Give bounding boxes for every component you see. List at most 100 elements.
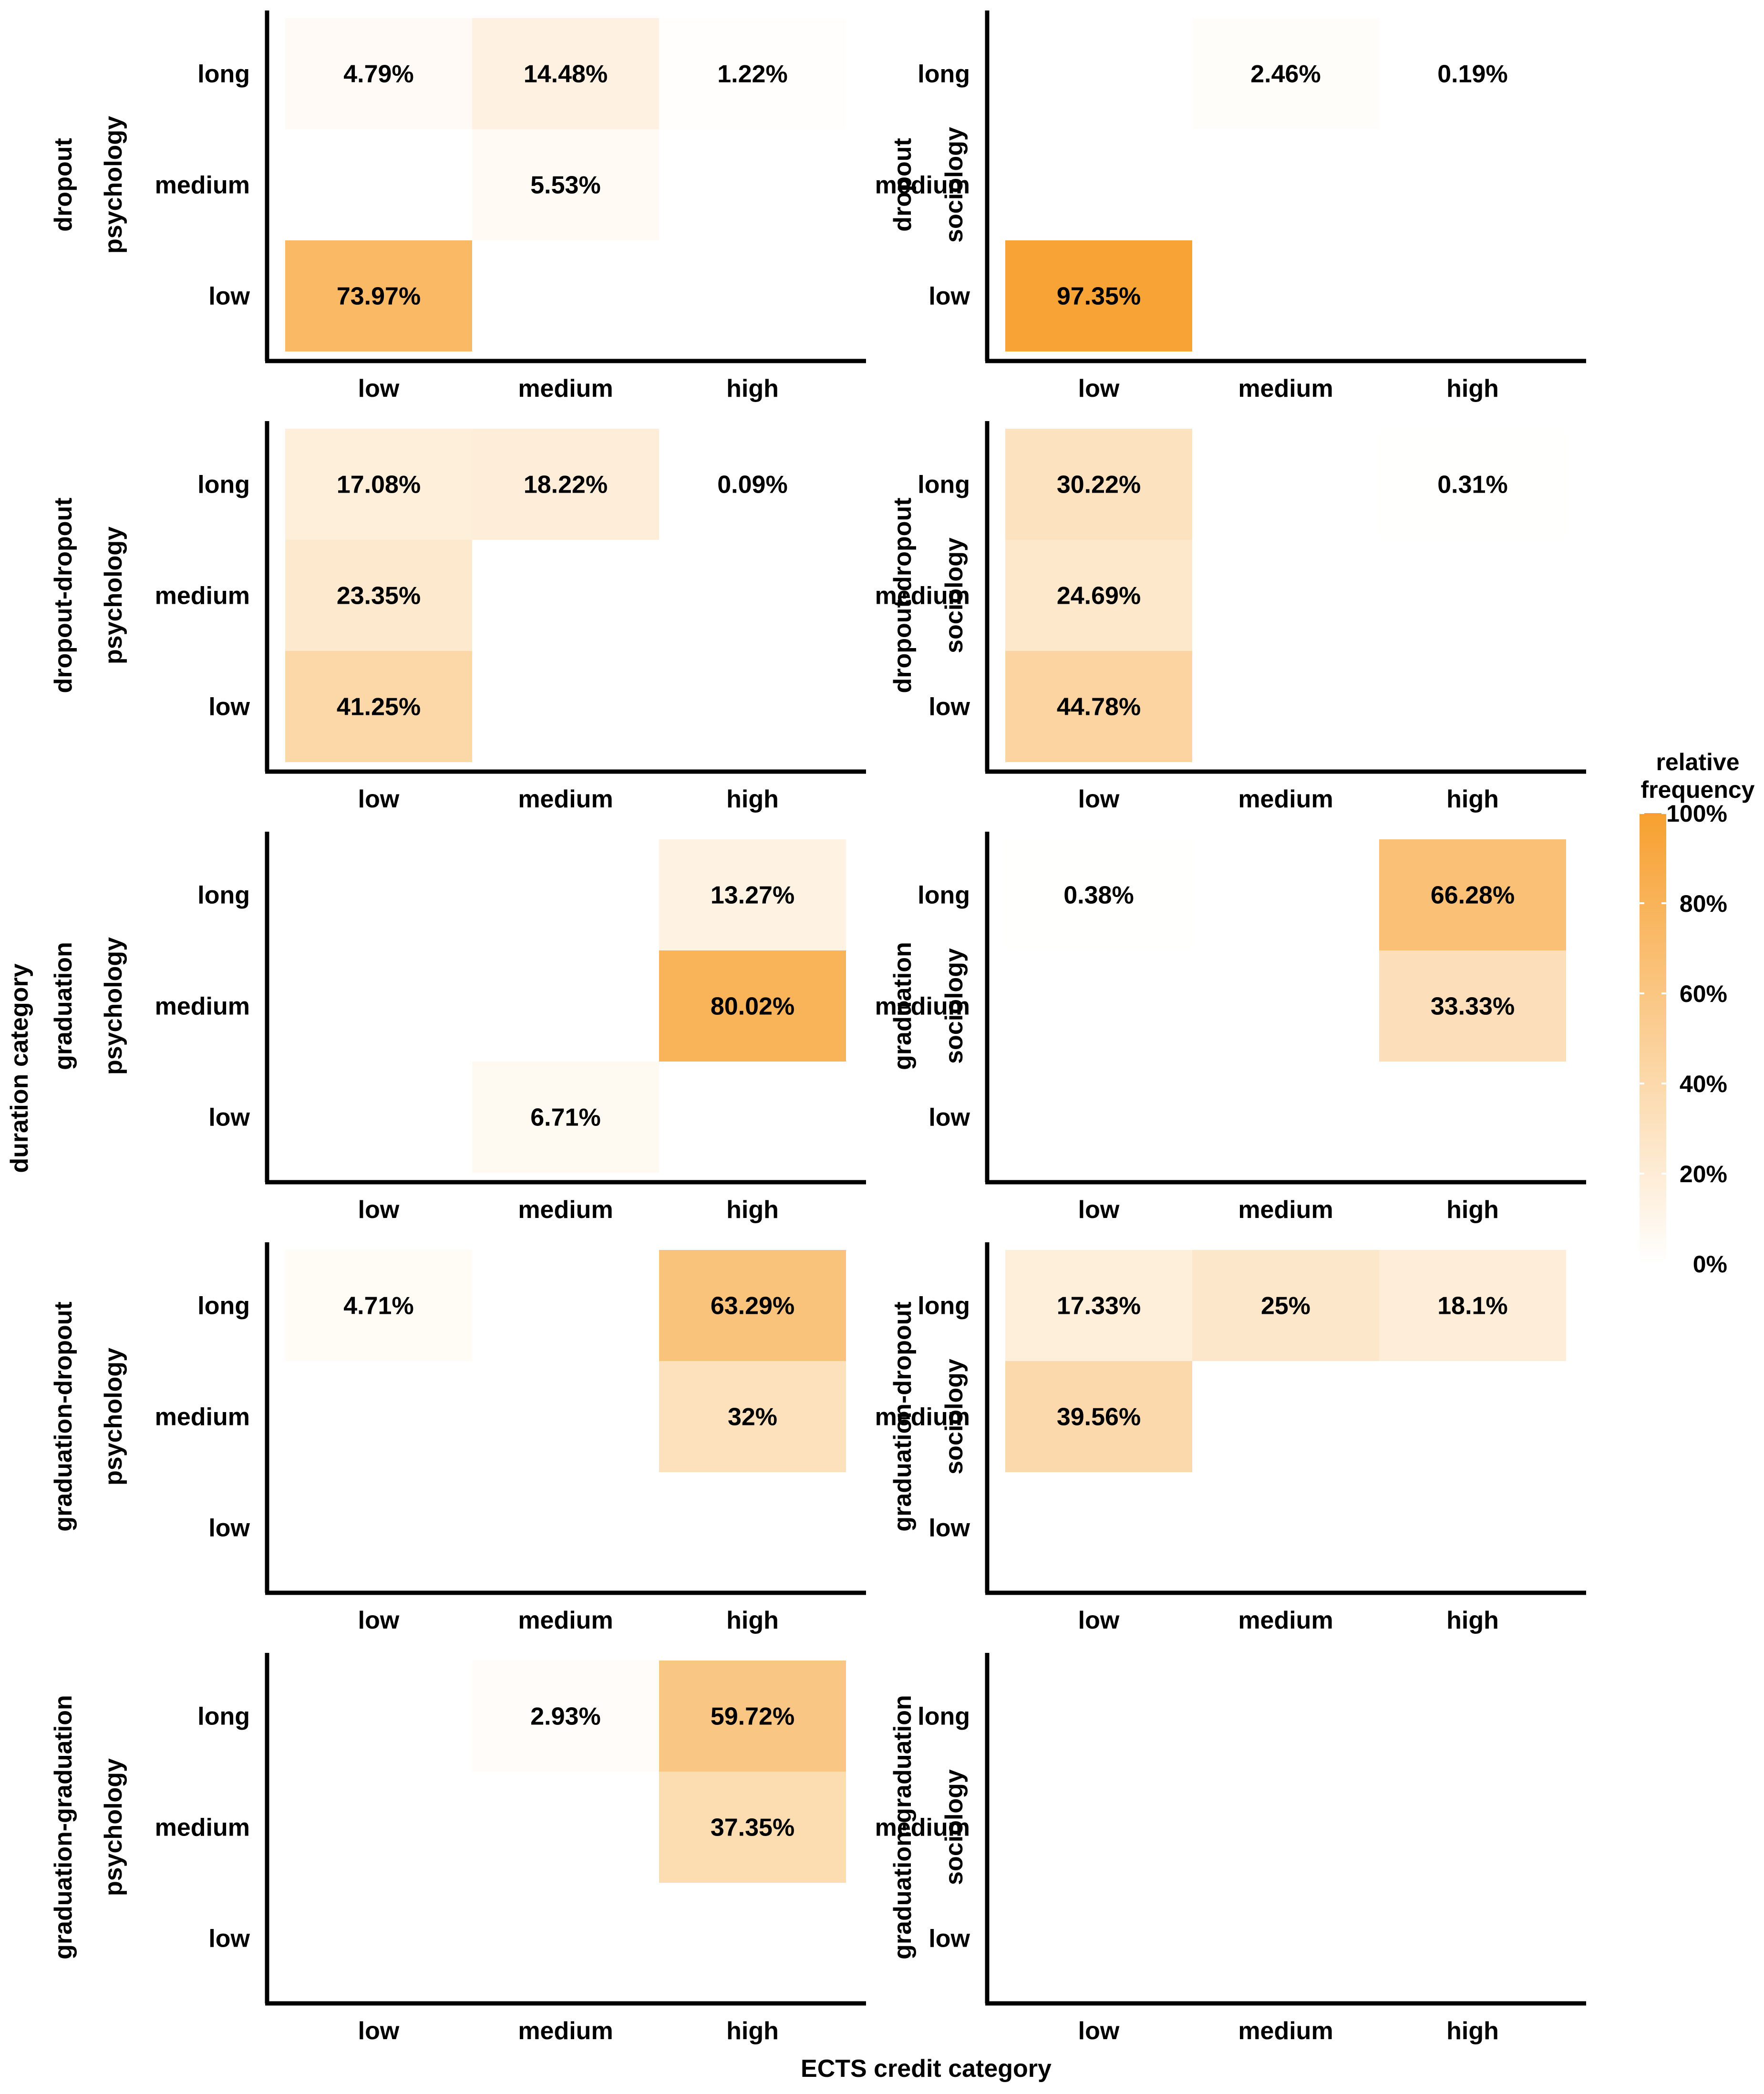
x-tick-label: low <box>1078 1196 1120 1224</box>
x-tick-label: high <box>1446 1196 1499 1224</box>
y-tick-label: medium <box>155 582 250 610</box>
y-tick-label: low <box>928 693 970 721</box>
panel-dropout-sociology: 2.46% 0.19% 97.35% low medium high low medium lo… <box>875 10 1586 402</box>
heatmap-cell <box>1192 1250 1379 1361</box>
panel-graduation-psychology: 13.27% 80.02% 6.71% low medium high low medium l… <box>50 832 866 1224</box>
x-tick-label: medium <box>1238 2017 1333 2045</box>
x-tick-label: high <box>726 2017 779 2045</box>
x-tick-label: medium <box>518 2017 613 2045</box>
x-axis-title: ECTS credit category <box>801 2055 1052 2083</box>
heatmap-cell <box>472 1661 659 1772</box>
x-tick-label: low <box>358 1607 400 1634</box>
column-strip-label: psychology <box>100 937 127 1075</box>
y-tick-label: low <box>208 1925 250 1953</box>
cell-value-label: 39.56% <box>1057 1403 1141 1431</box>
panel-graduation-dropout-sociology: 17.33% 25% 18.1% 39.56% low medium high low medi… <box>875 1242 1586 1634</box>
x-tick-label: low <box>1078 1607 1120 1634</box>
y-tick-label: long <box>918 1703 970 1731</box>
column-strip-label: sociology <box>940 1769 968 1885</box>
panel-dropout-dropout-sociology: 30.22% 0.31% 24.69% 44.78% low medium high low m… <box>875 421 1586 813</box>
y-tick-label: low <box>928 1925 970 1953</box>
y-tick-label: medium <box>155 172 250 199</box>
heatmap-cell <box>1005 1361 1192 1472</box>
heatmap-cell <box>659 429 846 540</box>
cell-value-label: 73.97% <box>337 283 421 310</box>
heatmap-cell <box>659 839 846 950</box>
heatmap-cell <box>285 429 472 540</box>
y-tick-label: medium <box>155 993 250 1021</box>
y-tick-label: medium <box>875 1403 970 1431</box>
column-strip-label: psychology <box>100 1758 127 1896</box>
cell-value-label: 17.08% <box>337 471 421 499</box>
heatmap-cell <box>472 129 659 240</box>
cell-value-label: 66.28% <box>1431 882 1515 909</box>
cell-value-label: 0.09% <box>717 471 787 499</box>
heatmap-cell <box>1005 1250 1192 1361</box>
x-tick-label: high <box>1446 785 1499 813</box>
legend-tick-label: 100% <box>1666 800 1727 827</box>
legend-color-bar <box>1640 813 1666 1264</box>
x-tick-label: high <box>1446 2017 1499 2045</box>
x-tick-label: low <box>358 2017 400 2045</box>
heatmap-cell <box>1192 18 1379 129</box>
column-strip-label: psychology <box>100 526 127 664</box>
cell-value-label: 1.22% <box>717 61 787 88</box>
heatmap-cell <box>1005 429 1192 540</box>
heatmap-cell <box>659 1250 846 1361</box>
cell-value-label: 37.35% <box>711 1814 794 1842</box>
x-tick-label: low <box>1078 785 1120 813</box>
column-strip-label: psychology <box>100 1348 127 1485</box>
x-tick-label: low <box>1078 2017 1120 2045</box>
heatmap-cell <box>285 18 472 129</box>
cell-value-label: 0.31% <box>1437 471 1507 499</box>
heatmap-cell <box>659 18 846 129</box>
heatmap-cell <box>1379 839 1566 950</box>
cell-value-label: 18.22% <box>524 471 608 499</box>
heatmap-cell <box>659 1361 846 1472</box>
cell-value-label: 44.78% <box>1057 693 1141 721</box>
y-tick-label: medium <box>875 1814 970 1842</box>
x-tick-label: medium <box>518 375 613 402</box>
legend-title-line-2: frequency <box>1641 776 1755 803</box>
cell-value-label: 17.33% <box>1057 1292 1141 1320</box>
cell-value-label: 80.02% <box>711 993 794 1021</box>
cell-value-label: 32% <box>728 1403 777 1431</box>
heatmap-cell <box>1379 1250 1566 1361</box>
column-strip-label: sociology <box>940 537 968 653</box>
x-tick-label: high <box>1446 375 1499 402</box>
row-strip-label: dropout <box>50 138 77 231</box>
heatmap-cell <box>285 1250 472 1361</box>
heatmap-cell <box>472 429 659 540</box>
heatmap-cell <box>659 1661 846 1772</box>
y-tick-label: medium <box>155 1403 250 1431</box>
column-strip-label: sociology <box>940 948 968 1064</box>
x-tick-label: low <box>358 375 400 402</box>
y-tick-label: medium <box>875 993 970 1021</box>
cell-value-label: 33.33% <box>1431 993 1515 1021</box>
heatmap-cell <box>1005 651 1192 762</box>
row-strip-label: dropout <box>889 138 917 231</box>
cell-value-label: 97.35% <box>1057 283 1141 310</box>
x-tick-label: medium <box>518 785 613 813</box>
y-axis-title: duration category <box>6 963 33 1173</box>
panel-dropout-dropout-psychology: 17.08% 18.22% 0.09% 23.35% 41.25% low medium hi… <box>50 421 866 813</box>
x-tick-label: medium <box>1238 785 1333 813</box>
legend-tick-label: 60% <box>1680 980 1727 1007</box>
legend-tick-label: 80% <box>1680 890 1727 917</box>
legend-tick-label: 20% <box>1680 1161 1727 1187</box>
x-tick-label: medium <box>518 1607 613 1634</box>
heatmap-cell <box>285 240 472 351</box>
heatmap-cell <box>285 540 472 651</box>
row-strip-label: dropout-dropout <box>889 497 917 693</box>
x-tick-label: high <box>726 375 779 402</box>
y-tick-label: long <box>197 1703 250 1731</box>
y-tick-label: long <box>197 882 250 909</box>
heatmap-cell <box>1005 839 1192 950</box>
y-tick-label: low <box>208 693 250 721</box>
x-tick-label: low <box>358 1196 400 1224</box>
heatmap-panels: 4.79% 14.48% 1.22% 5.53% 73.97% low medium high… <box>50 10 1586 2045</box>
row-strip-label: graduation <box>50 942 77 1070</box>
cell-value-label: 23.35% <box>337 582 421 610</box>
heatmap-cell <box>659 1772 846 1883</box>
